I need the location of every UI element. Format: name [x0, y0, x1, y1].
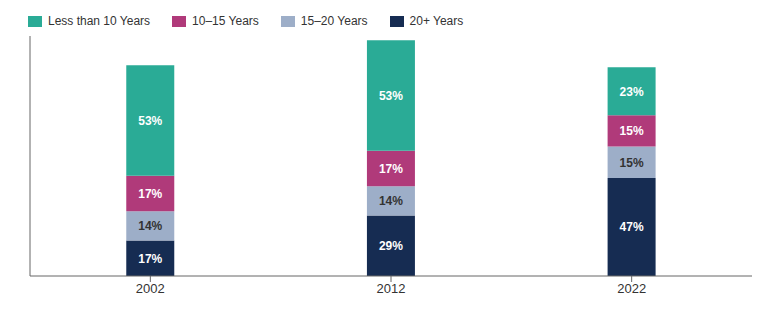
- svg-text:2022: 2022: [617, 281, 646, 296]
- svg-text:17%: 17%: [138, 187, 162, 201]
- html-text:20+ Years: 20+ Years: [409, 14, 464, 28]
- svg-text:47%: 47%: [620, 220, 644, 234]
- svg-text:15%: 15%: [620, 124, 644, 138]
- svg-text:2002: 2002: [136, 281, 165, 296]
- svg-text:23%: 23%: [620, 85, 644, 99]
- html-text:15–20 Years: 15–20 Years: [300, 14, 368, 28]
- svg-text:53%: 53%: [379, 89, 403, 103]
- svg-text:15%: 15%: [620, 156, 644, 170]
- html-text:Less than 10 Years: Less than 10 Years: [48, 14, 151, 28]
- svg-text:53%: 53%: [138, 114, 162, 128]
- svg-text:17%: 17%: [379, 162, 403, 176]
- svg-text:29%: 29%: [379, 239, 403, 253]
- svg-text:2012: 2012: [377, 281, 406, 296]
- svg-text:14%: 14%: [379, 194, 403, 208]
- html-text:10–15 Years: 10–15 Years: [192, 14, 259, 28]
- svg-text:14%: 14%: [138, 219, 162, 233]
- svg-text:17%: 17%: [138, 252, 162, 266]
